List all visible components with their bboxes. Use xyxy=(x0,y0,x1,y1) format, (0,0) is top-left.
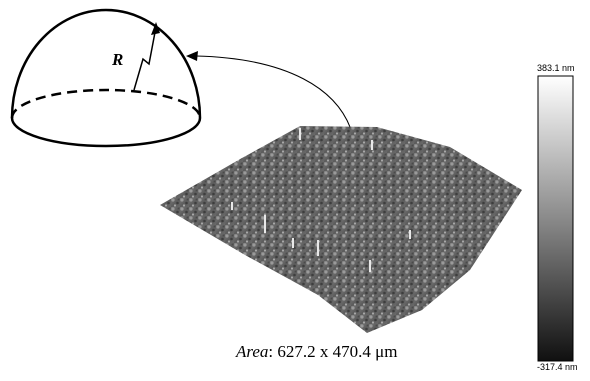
scale-min-label: -317.4 nm xyxy=(537,362,578,372)
area-caption-separator: : xyxy=(268,342,278,361)
color-scale-bar xyxy=(537,75,574,362)
pointer-arrow xyxy=(195,55,356,146)
scale-max-label: 383.1 nm xyxy=(537,63,575,73)
afm-surface xyxy=(160,126,522,333)
radius-arrowhead xyxy=(151,22,160,35)
dome-base-front xyxy=(10,117,202,148)
area-caption: Area: 627.2 x 470.4 μm xyxy=(236,342,398,362)
dome-outline xyxy=(10,8,202,119)
area-caption-label: Area xyxy=(236,342,269,361)
dome-base-back xyxy=(10,88,202,119)
dome-drawing xyxy=(10,8,202,148)
pointer-arrowhead xyxy=(186,51,198,61)
radius-label: R xyxy=(112,50,124,69)
area-caption-value: 627.2 x 470.4 μm xyxy=(277,342,398,361)
radius-arrow xyxy=(133,26,157,91)
surface-peaks xyxy=(231,128,411,272)
